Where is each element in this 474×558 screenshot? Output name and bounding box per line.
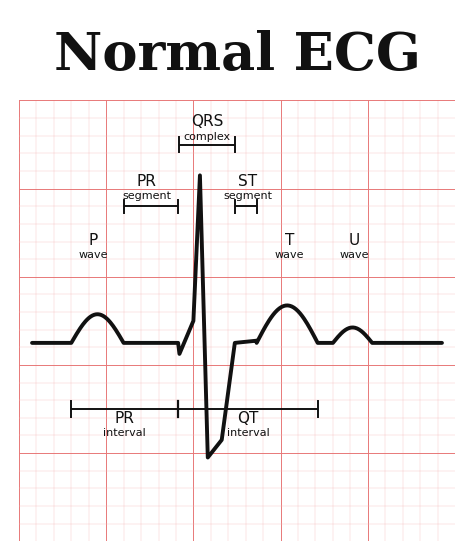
Text: interval: interval xyxy=(103,428,146,438)
Text: wave: wave xyxy=(340,250,370,260)
Text: complex: complex xyxy=(183,132,231,142)
Text: T: T xyxy=(285,233,294,248)
Text: interval: interval xyxy=(227,428,269,438)
Text: PR: PR xyxy=(137,174,156,189)
Text: P: P xyxy=(89,233,98,248)
Text: QT: QT xyxy=(237,411,259,426)
Text: wave: wave xyxy=(274,250,304,260)
Text: QRS: QRS xyxy=(191,114,223,129)
Text: ST: ST xyxy=(238,174,257,189)
Text: wave: wave xyxy=(78,250,108,260)
Text: Normal ECG: Normal ECG xyxy=(54,30,420,81)
Text: U: U xyxy=(349,233,360,248)
Text: PR: PR xyxy=(115,411,135,426)
Text: segment: segment xyxy=(122,191,171,201)
Text: segment: segment xyxy=(223,191,273,201)
